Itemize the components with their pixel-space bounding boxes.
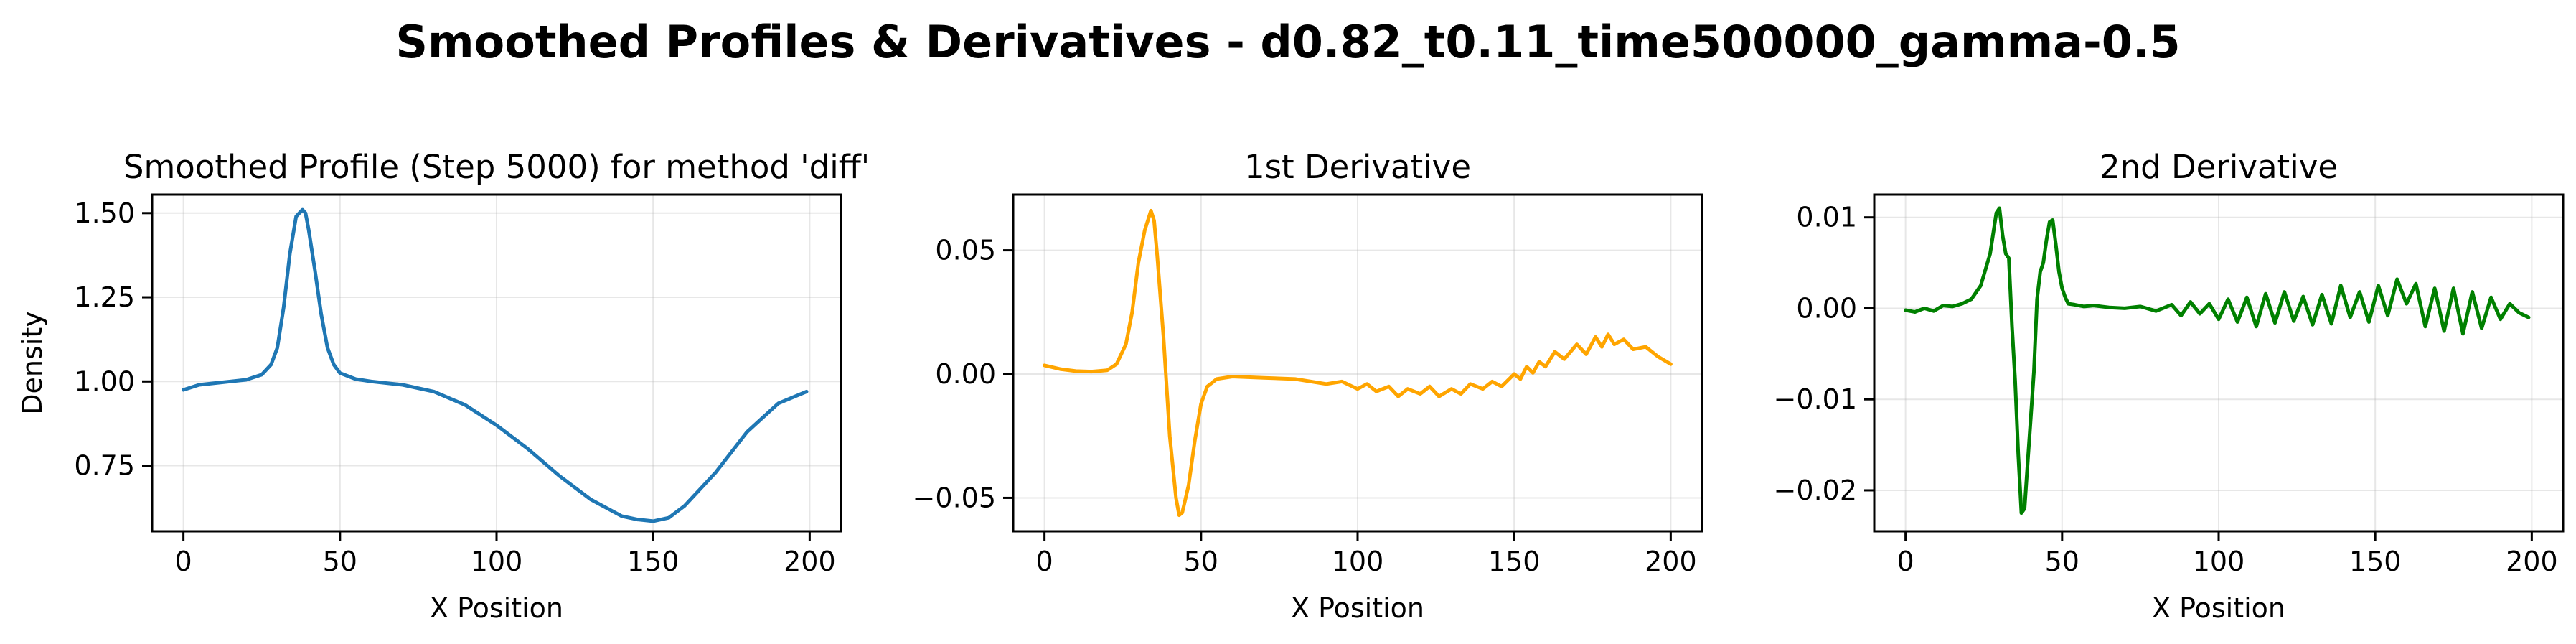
x-tick-label: 150 (2349, 546, 2402, 577)
y-tick-label: 0.75 (74, 450, 135, 482)
x-tick-label: 200 (2506, 546, 2558, 577)
figure-title: Smoothed Profiles & Derivatives - d0.82_… (395, 16, 2180, 68)
x-tick-label: 100 (1332, 546, 1384, 577)
x-axis-label: X Position (2152, 592, 2285, 624)
y-tick-label: 1.50 (74, 197, 135, 229)
subplot-title: 2nd Derivative (2100, 148, 2338, 186)
y-tick-label: 0.01 (1796, 202, 1857, 233)
subplot-1: 0 50 100 150 200 0.75 1.00 1.25 1.50 Smoothed Pro… (17, 148, 870, 624)
x-tick-label: 150 (627, 546, 680, 577)
series-line-1 (182, 207, 809, 523)
series-line-1 (1904, 206, 2531, 515)
y-axis-label: Density (17, 311, 48, 414)
y-tick-label: 0.05 (935, 235, 996, 266)
y-tick-label: 1.00 (74, 365, 135, 397)
y-tick-label: −0.02 (1774, 475, 1857, 506)
subplots: 0 50 100 150 200 0.75 1.00 1.25 1.50 Smoothed Pro… (17, 148, 2565, 624)
x-tick-label: 0 (1897, 546, 1914, 577)
x-tick-label: 100 (2193, 546, 2245, 577)
subplot-3: 0 50 100 150 200 −0.02 −0.01 0.00 0.01 2nd Deriva… (1774, 148, 2565, 624)
x-tick-label: 50 (323, 546, 357, 577)
series-line-1 (1043, 208, 1673, 518)
y-tick-label: 1.25 (74, 281, 135, 313)
x-tick-label: 200 (1645, 546, 1697, 577)
y-tick-label: −0.01 (1774, 383, 1857, 415)
x-tick-label: 0 (1036, 546, 1053, 577)
x-tick-label: 200 (784, 546, 836, 577)
x-tick-label: 50 (2045, 546, 2079, 577)
subplot-title: 1st Derivative (1244, 148, 1471, 186)
subplot-2: 0 50 100 150 200 −0.05 0.00 0.05 1st Derivative X… (913, 148, 1703, 624)
x-tick-label: 50 (1184, 546, 1218, 577)
x-tick-label: 0 (175, 546, 192, 577)
subplot-title: Smoothed Profile (Step 5000) for method … (123, 148, 870, 186)
x-tick-label: 100 (471, 546, 523, 577)
x-axis-label: X Position (430, 592, 563, 624)
x-axis-label: X Position (1291, 592, 1424, 624)
y-tick-label: 0.00 (935, 358, 996, 390)
y-tick-label: 0.00 (1796, 292, 1857, 324)
y-tick-label: −0.05 (913, 482, 996, 513)
x-tick-label: 150 (1488, 546, 1541, 577)
